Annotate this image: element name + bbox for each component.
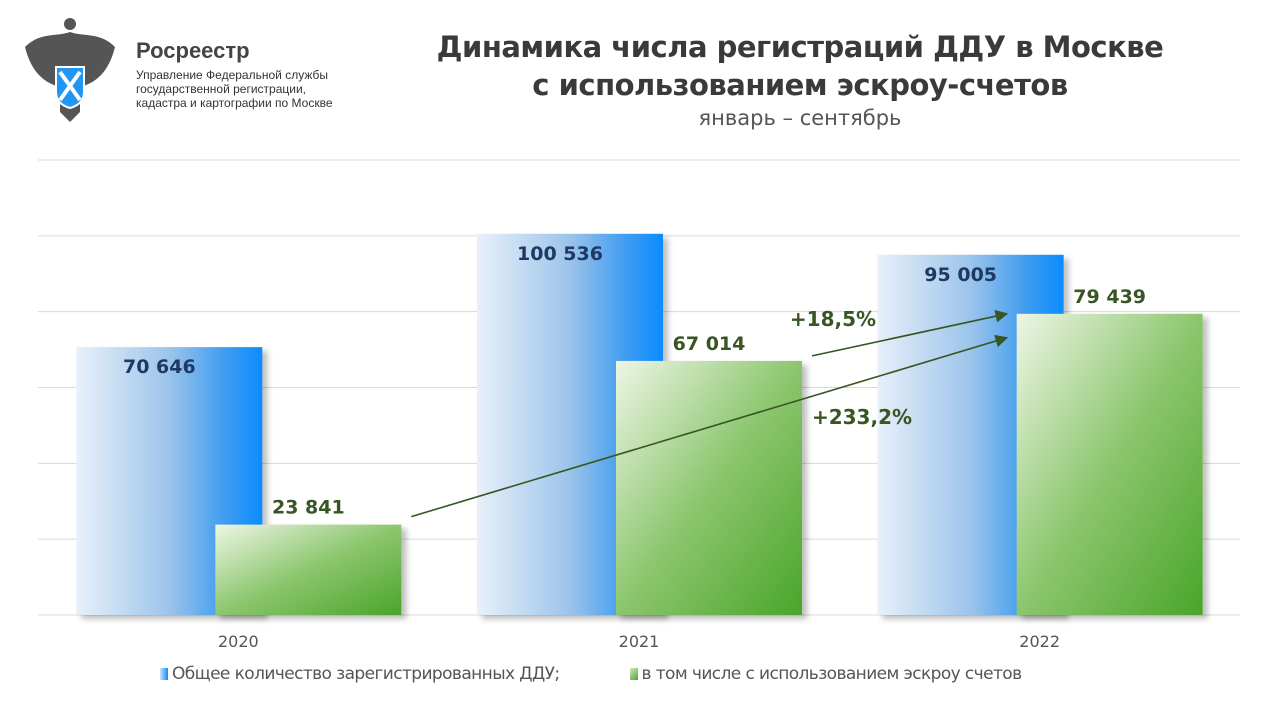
rosreestr-emblem-logo (25, 18, 115, 122)
legend-label: в том числе с использованием эскроу счет… (641, 664, 1023, 684)
legend: Общее количество зарегистрированных ДДУ;… (160, 664, 1022, 684)
x-tick-label: 2021 (619, 632, 660, 651)
growth-annotation: +18,5% (790, 307, 876, 331)
bar-escrow (1016, 313, 1203, 615)
legend-item-total: Общее количество зарегистрированных ДДУ; (160, 664, 560, 684)
bar-escrow (616, 360, 802, 615)
legend-label: Общее количество зарегистрированных ДДУ; (172, 664, 560, 684)
chart-title: Динамика числа регистраций ДДУ в Москве … (380, 28, 1220, 104)
org-line: государственной регистрации, (136, 82, 306, 96)
data-label: 79 439 (1073, 286, 1146, 308)
org-line: кадастра и картографии по Москве (136, 96, 333, 110)
legend-swatch-green (629, 668, 638, 680)
growth-arrow (411, 334, 1009, 518)
x-tick-label: 2020 (218, 632, 259, 651)
chart-subtitle: январь – сентябрь (698, 106, 902, 130)
brand-name: Росреестр (136, 38, 250, 63)
x-tick-label: 2022 (1019, 632, 1060, 651)
data-label: 100 536 (517, 243, 603, 265)
growth-annotation: +233,2% (812, 405, 912, 429)
data-label: 70 646 (123, 356, 196, 378)
legend-swatch-blue (160, 668, 168, 680)
title-line: с использованием эскроу-счетов (532, 68, 1068, 102)
growth-arrow (811, 309, 1009, 357)
bar-escrow (215, 524, 402, 615)
org-line: Управление Федеральной службы (136, 68, 328, 82)
title-line: Динамика числа регистраций ДДУ в Москве (436, 30, 1164, 64)
data-label: 67 014 (673, 333, 746, 355)
legend-item-escrow: в том числе с использованием эскроу счет… (629, 664, 1023, 684)
data-label: 23 841 (272, 497, 345, 519)
organization-name: Управление Федеральной службы государств… (136, 68, 333, 110)
data-label: 95 005 (924, 264, 997, 286)
